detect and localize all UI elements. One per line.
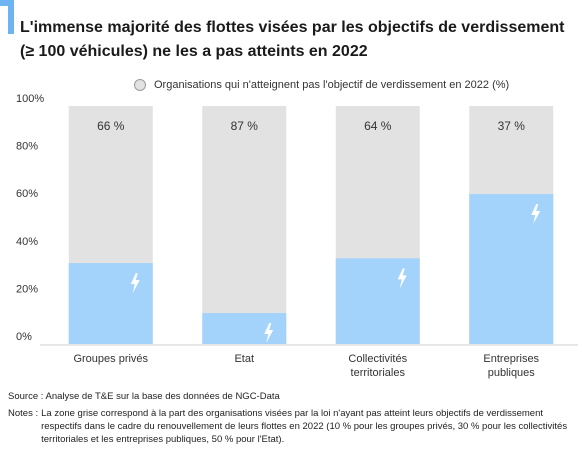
category-label: Collectivités — [348, 353, 407, 365]
category-label: Groupes privés — [73, 353, 148, 365]
lightning-icon — [531, 204, 541, 225]
category-label: Etat — [234, 353, 254, 365]
y-tick-label: 0% — [16, 331, 32, 343]
category-label: publiques — [488, 367, 536, 379]
y-tick-label: 100% — [16, 93, 44, 105]
notes-text: La zone grise correspond à la part des o… — [41, 408, 568, 445]
y-tick-label: 60% — [16, 188, 38, 200]
y-tick-label: 40% — [16, 236, 38, 248]
data-label: 66 % — [97, 119, 125, 133]
data-label: 87 % — [231, 119, 259, 133]
category-label: territoriales — [351, 367, 406, 379]
chart-title: L'immense majorité des flottes visées pa… — [20, 19, 565, 60]
notes: Notes : La zone grise correspond à la pa… — [8, 407, 578, 446]
value-bar — [469, 194, 554, 344]
lightning-icon — [397, 268, 407, 289]
legend-label: Organisations qui n'atteignent pas l'obj… — [154, 79, 510, 91]
source-note: Source : Analyse de T&E sur la base des … — [8, 391, 280, 402]
background-bar — [202, 106, 287, 344]
legend: Organisations qui n'atteignent pas l'obj… — [134, 79, 509, 91]
y-tick-label: 20% — [16, 283, 38, 295]
data-label: 37 % — [498, 119, 526, 133]
category-label: Entreprises — [483, 353, 539, 365]
value-bar — [335, 258, 420, 344]
title-accent-hook — [8, 0, 14, 34]
notes-label: Notes : — [8, 408, 39, 419]
value-bar — [202, 313, 287, 344]
bar-chart: 0% 20% 40% 60% 80% 100% 66 % Groupes privés 87 %… — [16, 93, 578, 379]
title-accent-bar — [0, 0, 14, 6]
legend-swatch — [134, 79, 146, 91]
lightning-icon — [264, 323, 274, 344]
y-tick-label: 80% — [16, 141, 38, 153]
value-bar — [68, 263, 153, 344]
lightning-icon — [130, 273, 140, 294]
data-label: 64 % — [364, 119, 392, 133]
